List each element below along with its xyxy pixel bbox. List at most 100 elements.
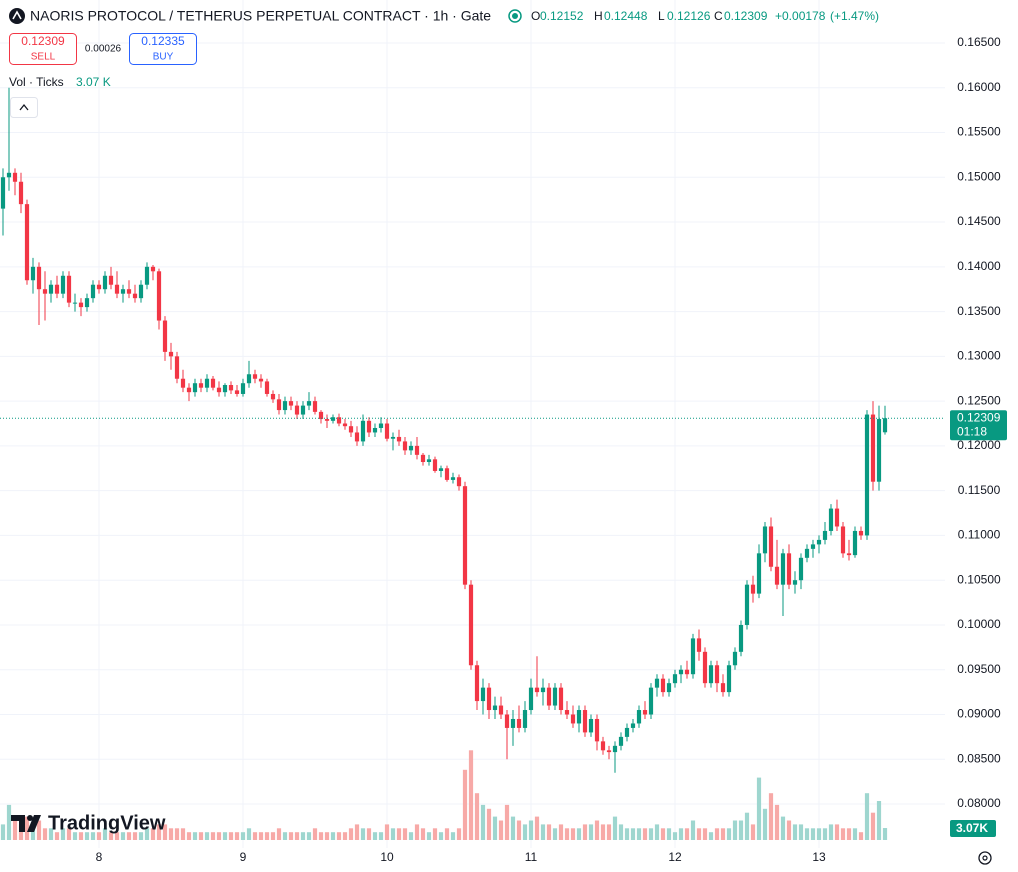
- candle-body: [870, 414, 876, 482]
- candle-body: [378, 423, 384, 428]
- candle-body: [288, 401, 294, 406]
- candle-body: [126, 289, 132, 294]
- ohlc-letter: H: [594, 9, 603, 23]
- candle-body: [630, 723, 636, 728]
- volume-bar: [84, 832, 90, 840]
- settings-button[interactable]: [978, 851, 992, 865]
- volume-bar: [564, 828, 570, 840]
- volume-bar: [726, 828, 732, 840]
- candle-body: [414, 445, 420, 455]
- candle-body: [738, 624, 744, 652]
- candle-body: [18, 181, 24, 205]
- sell-button[interactable]: [9, 33, 77, 65]
- volume-bar: [522, 824, 528, 840]
- candle-body: [330, 417, 336, 421]
- candle-body: [666, 683, 672, 693]
- volume-bar: [144, 828, 150, 840]
- candle-body: [348, 426, 354, 433]
- volume-bar: [648, 828, 654, 840]
- volume-bar: [696, 828, 702, 840]
- candle-body: [456, 477, 462, 487]
- candle-body: [822, 530, 828, 540]
- candle-body: [162, 320, 168, 352]
- candle-body: [732, 651, 738, 666]
- volume-bar: [768, 793, 774, 840]
- candle-body: [408, 445, 414, 451]
- volume-bar: [12, 820, 18, 840]
- grid: [0, 0, 945, 848]
- candle-body: [270, 393, 276, 400]
- last-price-tag: [950, 410, 1007, 441]
- ohlc-value: 0.12448: [604, 9, 648, 23]
- candle-body: [756, 553, 762, 594]
- candle-body: [30, 266, 36, 281]
- candle-body: [522, 710, 528, 728]
- x-tick-label: 13: [812, 850, 826, 864]
- volume-bar: [90, 832, 96, 840]
- volume-tag: [950, 820, 996, 838]
- candle-body: [858, 530, 864, 536]
- candle-body: [480, 687, 486, 702]
- candle-body: [582, 710, 588, 733]
- volume-bar: [534, 816, 540, 840]
- volume-bar: [816, 828, 822, 840]
- volume-bar: [120, 832, 126, 840]
- y-tick-label: 0.16500: [957, 35, 1001, 49]
- volume-bar: [318, 832, 324, 840]
- candle-body: [486, 687, 492, 711]
- volume-bar: [498, 820, 504, 840]
- candle-body: [420, 454, 426, 463]
- volume-bar: [456, 828, 462, 840]
- candle-body: [768, 526, 774, 567]
- candle-body: [744, 584, 750, 625]
- volume-bar: [450, 832, 456, 840]
- candle-body: [720, 683, 726, 693]
- candle-body: [672, 674, 678, 684]
- candle-body: [780, 553, 786, 585]
- volume-bar: [720, 828, 726, 840]
- volume-bar: [822, 828, 828, 840]
- volume-bar: [636, 828, 642, 840]
- candle-body: [654, 678, 660, 688]
- buy-button[interactable]: [129, 33, 197, 65]
- candle-body: [102, 275, 108, 290]
- market-status[interactable]: [508, 9, 522, 23]
- candle-body: [876, 419, 882, 482]
- ohlc-letter: L: [658, 9, 665, 23]
- volume-bar: [762, 808, 768, 840]
- volume-bar: [702, 828, 708, 840]
- volume-bar: [168, 828, 174, 840]
- volume-bar: [0, 824, 6, 840]
- volume-bar: [552, 828, 558, 840]
- logo-mark: [27, 815, 33, 821]
- y-tick-label: 0.13500: [957, 304, 1001, 318]
- volume-bar: [342, 832, 348, 840]
- candle-body: [450, 477, 456, 480]
- y-tick-label: 0.14500: [957, 214, 1001, 228]
- volume-bar: [48, 828, 54, 840]
- market-status-dot: [512, 13, 518, 19]
- candle-body: [264, 381, 270, 394]
- volume-bar: [288, 832, 294, 840]
- candle-body: [852, 530, 858, 556]
- candle-body: [618, 736, 624, 746]
- volume-bar: [6, 804, 12, 840]
- volume-bar: [234, 832, 240, 840]
- candle-body: [150, 266, 156, 272]
- volume-bar: [480, 804, 486, 840]
- volume-bar: [360, 828, 366, 840]
- candle-body: [336, 417, 342, 424]
- volume-bar: [408, 832, 414, 840]
- collapse-button[interactable]: [10, 97, 38, 118]
- logo: TradingView: [11, 812, 166, 834]
- candle-body: [624, 727, 630, 737]
- candle-body: [108, 275, 114, 285]
- x-tick-label: 11: [525, 850, 538, 864]
- x-tick-label: 12: [668, 850, 682, 864]
- volume-bar: [810, 828, 816, 840]
- candle-body: [222, 385, 228, 393]
- volume-bar: [252, 832, 258, 840]
- candle-body: [90, 284, 96, 299]
- volume-bar: [852, 828, 858, 840]
- candle-body: [402, 441, 408, 451]
